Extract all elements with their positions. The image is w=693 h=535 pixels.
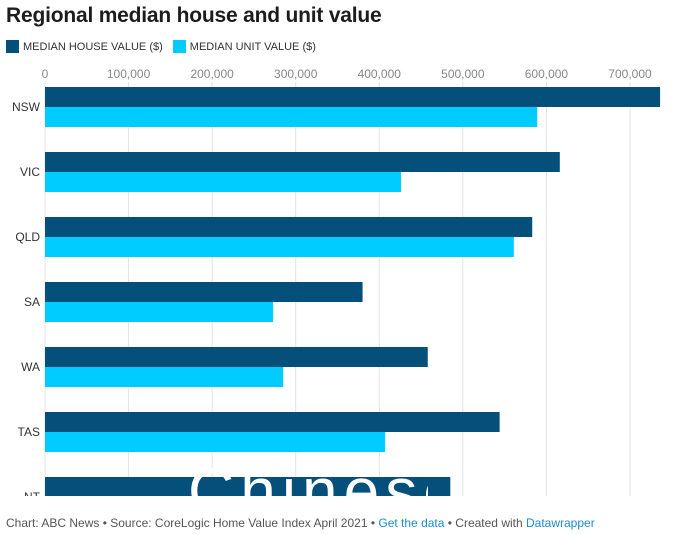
category-label-tas: TAS <box>18 425 40 439</box>
legend-item-house: MEDIAN HOUSE VALUE ($) <box>6 40 163 53</box>
category-label-nsw: NSW <box>12 100 41 114</box>
bar-tas-unit <box>45 432 386 452</box>
category-label-qld: QLD <box>15 230 40 244</box>
bar-wa-unit <box>45 367 284 387</box>
bar-wa-house <box>45 347 428 367</box>
chart-footer: Chart: ABC News • Source: CoreLogic Home… <box>6 516 595 530</box>
bar-nsw-house <box>45 87 661 107</box>
x-tick-label-7: 700,000 <box>608 67 652 81</box>
x-tick-label-6: 600,000 <box>525 67 569 81</box>
bar-sa-house <box>45 282 363 302</box>
legend-item-unit: MEDIAN UNIT VALUE ($) <box>172 40 316 53</box>
category-label-vic: VIC <box>20 165 40 179</box>
bar-qld-house <box>45 217 533 237</box>
legend-swatch-house <box>6 40 19 53</box>
bar-tas-house <box>45 412 500 432</box>
bar-nsw-unit <box>45 107 538 127</box>
get-data-link[interactable]: Get the data <box>378 516 445 530</box>
bar-vic-unit <box>45 172 402 192</box>
bar-vic-house <box>45 152 560 172</box>
bar-chart: 0 100,000 200,000 300,000 400,000 500,000 600,… <box>12 67 661 496</box>
chart-title: Regional median house and unit value <box>6 4 382 27</box>
x-tick-label-1: 100,000 <box>107 67 151 81</box>
x-tick-label-5: 500,000 <box>441 67 485 81</box>
footer-source: Chart: ABC News • Source: CoreLogic Home… <box>6 516 379 530</box>
x-tick-label-3: 300,000 <box>274 67 318 81</box>
bar-nt-house <box>45 477 451 496</box>
x-tick-label-2: 200,000 <box>190 67 234 81</box>
footer-created: • Created with <box>444 516 526 530</box>
legend-swatch-unit <box>172 40 186 53</box>
category-label-nt: NT <box>24 490 41 496</box>
legend-label-unit: MEDIAN UNIT VALUE ($) <box>189 40 316 53</box>
x-tick-label-4: 400,000 <box>358 67 402 81</box>
datawrapper-link[interactable]: Datawrapper <box>526 516 595 530</box>
legend-label-house: MEDIAN HOUSE VALUE ($) <box>23 40 163 53</box>
legend: MEDIAN HOUSE VALUE ($) MEDIAN UNIT VALUE… <box>6 40 326 53</box>
category-label-sa: SA <box>24 295 40 309</box>
x-tick-label-0: 0 <box>42 67 49 81</box>
bar-sa-unit <box>45 302 274 322</box>
category-label-wa: WA <box>21 360 40 374</box>
bar-qld-unit <box>45 237 514 257</box>
